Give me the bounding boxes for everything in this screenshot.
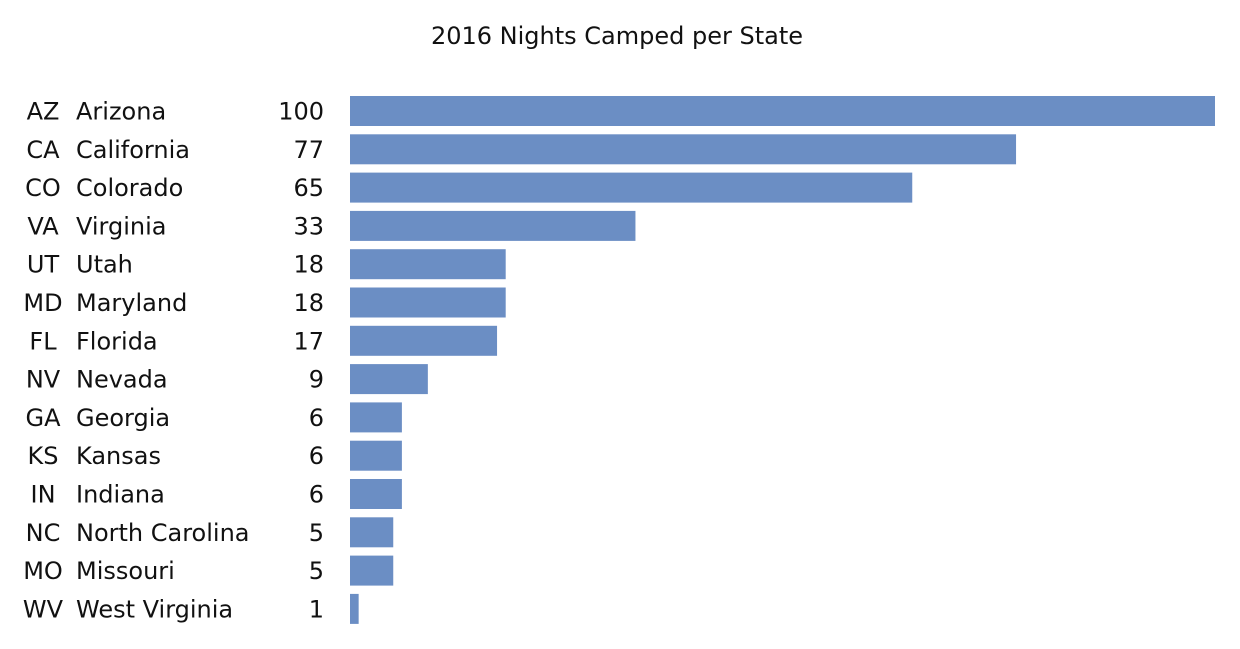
state-code-label: NC: [26, 519, 61, 547]
bar: [350, 555, 394, 586]
state-name-label: Indiana: [76, 481, 165, 509]
state-code-label: VA: [27, 212, 59, 240]
bar: [350, 249, 506, 280]
bar-row-ks: KS Kansas 6: [28, 440, 402, 471]
state-code-label: GA: [25, 404, 61, 432]
bar: [350, 364, 428, 395]
value-label: 33: [293, 212, 324, 240]
bar: [350, 479, 402, 509]
bar: [350, 593, 359, 624]
value-label: 6: [309, 404, 324, 432]
bar: [350, 402, 402, 433]
state-code-label: WV: [23, 595, 64, 623]
chart-title: 2016 Nights Camped per State: [431, 22, 803, 50]
state-name-label: Maryland: [76, 289, 187, 317]
value-label: 18: [293, 289, 324, 317]
bar-row-az: AZ Arizona 100: [27, 96, 1215, 126]
state-code-label: FL: [29, 327, 57, 355]
state-name-label: Colorado: [76, 174, 183, 202]
bar-row-co: CO Colorado 65: [25, 172, 913, 203]
state-name-label: Nevada: [76, 366, 168, 394]
state-code-label: UT: [27, 251, 60, 279]
bar-row-nc: NC North Carolina 5: [26, 517, 394, 548]
value-label: 18: [293, 251, 324, 279]
value-label: 9: [309, 366, 324, 394]
value-label: 6: [309, 481, 324, 509]
state-name-label: California: [76, 136, 190, 164]
state-code-label: NV: [26, 366, 61, 394]
state-name-label: Florida: [76, 327, 158, 355]
state-name-label: Virginia: [76, 212, 167, 240]
bar: [350, 96, 1215, 126]
bar-row-md: MD Maryland 18: [23, 287, 506, 318]
state-code-label: MO: [23, 557, 63, 585]
value-label: 77: [293, 136, 324, 164]
state-name-label: West Virginia: [76, 595, 233, 623]
bar-row-ca: CA California 77: [26, 134, 1017, 165]
state-name-label: Georgia: [76, 404, 170, 432]
bar: [350, 325, 498, 356]
state-code-label: CO: [25, 174, 61, 202]
state-name-label: Utah: [76, 251, 133, 279]
state-code-label: CA: [26, 136, 60, 164]
bar-row-nv: NV Nevada 9: [26, 364, 428, 395]
bar-row-wv: WV West Virginia 1: [23, 593, 359, 624]
bar-row-fl: FL Florida 17: [29, 325, 498, 356]
value-label: 1: [309, 595, 324, 623]
state-name-label: Missouri: [76, 557, 175, 585]
state-name-label: Kansas: [76, 442, 161, 470]
state-code-label: IN: [30, 481, 55, 509]
bar-row-va: VA Virginia 33: [27, 210, 636, 241]
bar: [350, 134, 1017, 165]
state-code-label: KS: [28, 442, 59, 470]
value-label: 65: [293, 174, 324, 202]
state-code-label: AZ: [27, 98, 60, 126]
bar: [350, 172, 913, 203]
bar-row-in: IN Indiana 6: [30, 479, 402, 509]
value-label: 5: [309, 519, 324, 547]
state-code-label: MD: [23, 289, 62, 317]
state-name-label: North Carolina: [76, 519, 250, 547]
bar: [350, 440, 402, 471]
value-label: 6: [309, 442, 324, 470]
bar-row-ga: GA Georgia 6: [25, 402, 402, 433]
bar-row-ut: UT Utah 18: [27, 249, 506, 280]
bar: [350, 210, 636, 241]
value-label: 100: [278, 98, 324, 126]
bar: [350, 517, 394, 548]
state-name-label: Arizona: [76, 98, 166, 126]
value-label: 5: [309, 557, 324, 585]
bar-row-mo: MO Missouri 5: [23, 555, 394, 586]
value-label: 17: [293, 327, 324, 355]
bar: [350, 287, 506, 318]
